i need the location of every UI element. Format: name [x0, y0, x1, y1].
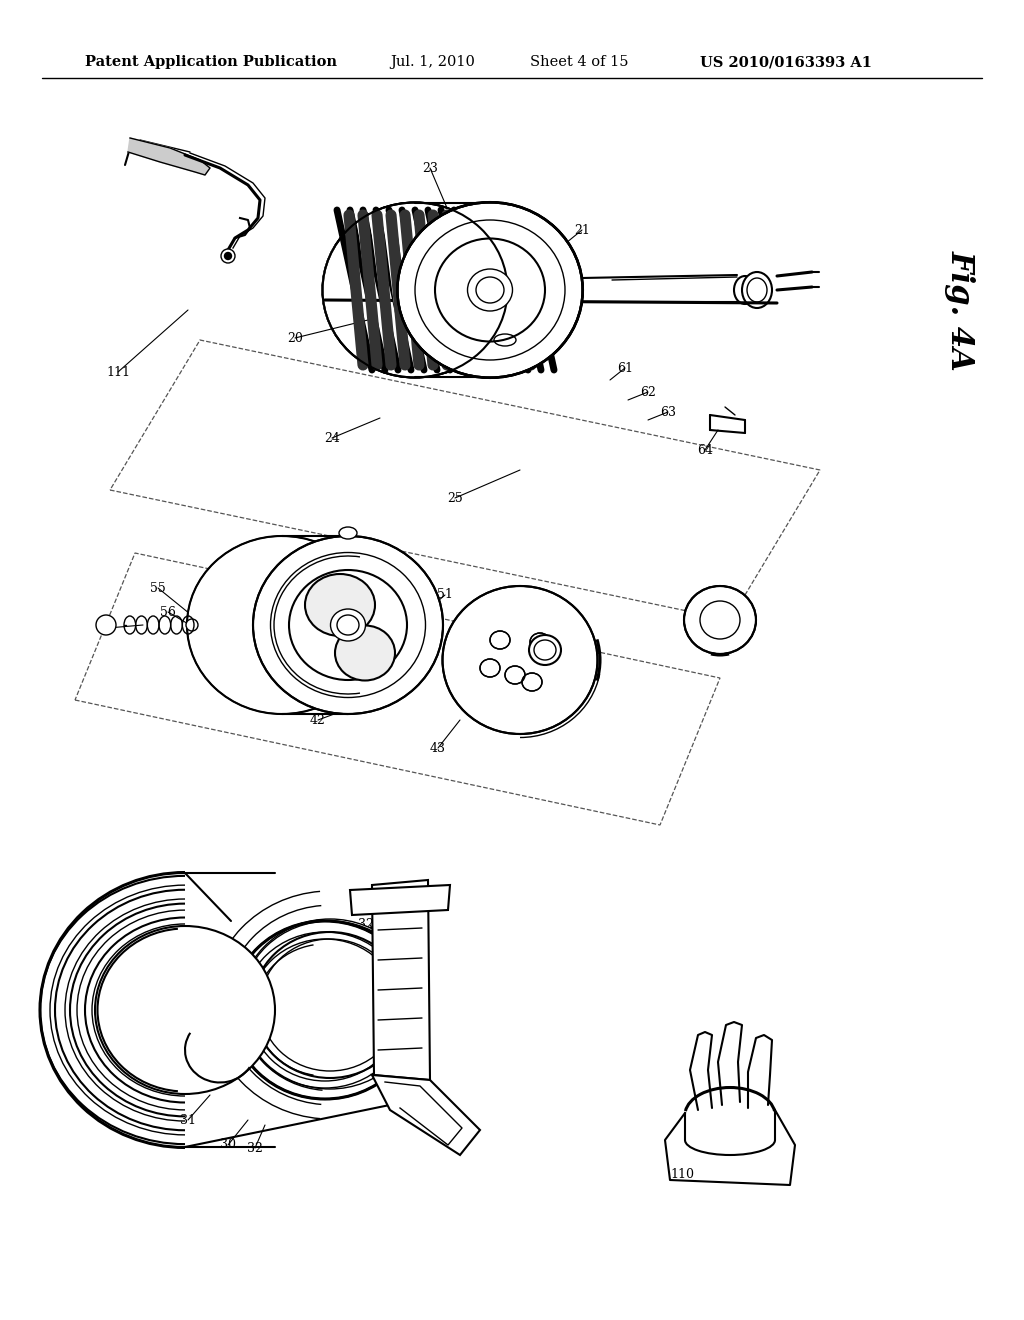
Text: 61: 61 — [617, 362, 633, 375]
Text: 111: 111 — [106, 366, 130, 379]
Ellipse shape — [734, 276, 756, 304]
Ellipse shape — [187, 536, 377, 714]
Ellipse shape — [239, 919, 421, 1092]
Text: 62: 62 — [640, 385, 656, 399]
Text: 40: 40 — [570, 622, 586, 635]
Text: 53: 53 — [260, 665, 275, 678]
Text: 63: 63 — [660, 405, 676, 418]
Ellipse shape — [231, 921, 419, 1100]
Text: 58: 58 — [330, 665, 346, 678]
Ellipse shape — [529, 635, 561, 665]
Ellipse shape — [490, 631, 510, 649]
Text: Patent Application Publication: Patent Application Publication — [85, 55, 337, 69]
Polygon shape — [718, 1022, 742, 1105]
Text: 25: 25 — [447, 491, 463, 504]
Text: 30: 30 — [220, 1138, 236, 1151]
Text: 321: 321 — [358, 919, 382, 932]
Text: 41: 41 — [587, 644, 603, 656]
Ellipse shape — [323, 202, 508, 378]
Text: 24: 24 — [324, 432, 340, 445]
Ellipse shape — [331, 609, 366, 642]
Ellipse shape — [96, 615, 116, 635]
Text: 110: 110 — [670, 1168, 694, 1181]
Text: 50: 50 — [272, 549, 288, 561]
Text: 32: 32 — [247, 1142, 263, 1155]
Ellipse shape — [289, 570, 407, 680]
Polygon shape — [665, 1110, 795, 1185]
Text: 43: 43 — [430, 742, 446, 755]
Polygon shape — [350, 884, 450, 915]
Text: 31: 31 — [180, 1114, 196, 1126]
Ellipse shape — [224, 252, 231, 260]
Ellipse shape — [397, 202, 583, 378]
Text: 20: 20 — [287, 331, 303, 345]
Text: 51: 51 — [437, 589, 453, 602]
Text: 21: 21 — [574, 223, 590, 236]
Ellipse shape — [522, 673, 542, 690]
Ellipse shape — [397, 202, 583, 378]
Ellipse shape — [186, 619, 198, 631]
Text: 23: 23 — [422, 161, 438, 174]
Text: Jul. 1, 2010: Jul. 1, 2010 — [390, 55, 475, 69]
Ellipse shape — [339, 527, 357, 539]
Ellipse shape — [397, 202, 583, 378]
Polygon shape — [128, 139, 210, 176]
Ellipse shape — [253, 536, 443, 714]
Polygon shape — [372, 1074, 480, 1155]
Polygon shape — [690, 1032, 712, 1110]
Text: 64: 64 — [697, 444, 713, 457]
Ellipse shape — [305, 574, 375, 636]
Ellipse shape — [221, 249, 234, 263]
Polygon shape — [372, 880, 430, 1080]
Ellipse shape — [323, 202, 508, 378]
Text: 42: 42 — [310, 714, 326, 726]
Polygon shape — [748, 1035, 772, 1107]
Text: Sheet 4 of 15: Sheet 4 of 15 — [530, 55, 629, 69]
Ellipse shape — [442, 586, 597, 734]
Text: 320: 320 — [408, 1098, 432, 1111]
Ellipse shape — [742, 272, 772, 308]
Text: 57: 57 — [100, 622, 116, 635]
Text: 22: 22 — [712, 645, 728, 659]
Ellipse shape — [505, 667, 525, 684]
Text: 55: 55 — [151, 582, 166, 594]
Ellipse shape — [530, 634, 550, 651]
Ellipse shape — [480, 659, 500, 677]
Ellipse shape — [335, 626, 395, 681]
Ellipse shape — [684, 586, 756, 653]
Text: 54: 54 — [300, 681, 316, 694]
Ellipse shape — [95, 927, 275, 1094]
Text: 56: 56 — [160, 606, 176, 619]
Text: US 2010/0163393 A1: US 2010/0163393 A1 — [700, 55, 872, 69]
Text: 52: 52 — [217, 611, 232, 624]
Ellipse shape — [468, 269, 512, 312]
Text: Fig. 4A: Fig. 4A — [944, 249, 976, 371]
